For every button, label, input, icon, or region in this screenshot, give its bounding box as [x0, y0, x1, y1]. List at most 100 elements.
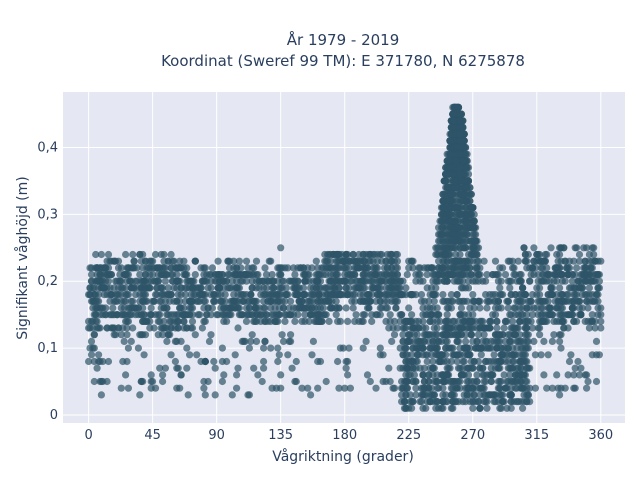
data-point: [262, 311, 271, 319]
data-point: [149, 377, 157, 386]
data-point: [553, 271, 561, 279]
data-point: [597, 324, 605, 332]
data-point: [140, 311, 148, 319]
data-point: [204, 377, 212, 386]
data-point: [429, 271, 437, 279]
data-point: [326, 291, 335, 299]
data-point: [452, 184, 460, 192]
data-point: [274, 357, 282, 366]
data-point: [594, 297, 602, 305]
data-point: [92, 297, 100, 305]
data-point: [137, 277, 145, 285]
data-point: [224, 271, 232, 279]
data-point: [289, 304, 298, 312]
data-point: [466, 324, 474, 332]
data-point: [523, 337, 531, 345]
data-point: [483, 304, 491, 312]
data-point: [344, 291, 352, 299]
data-point: [477, 384, 485, 392]
data-point: [178, 311, 187, 319]
data-point: [341, 271, 349, 279]
data-point: [170, 284, 178, 292]
data-point: [106, 297, 114, 305]
data-point: [504, 357, 512, 366]
data-point: [359, 277, 367, 285]
data-point: [261, 337, 269, 345]
data-point: [520, 371, 528, 379]
data-point: [356, 291, 364, 299]
data-point: [491, 311, 500, 319]
data-point: [173, 311, 181, 319]
data-point: [190, 277, 198, 285]
data-point: [440, 297, 448, 305]
data-point: [234, 364, 242, 372]
data-point: [556, 331, 564, 339]
data-point: [422, 404, 430, 412]
data-point: [500, 324, 508, 332]
data-point: [176, 304, 184, 312]
data-point: [398, 291, 406, 299]
data-point: [453, 351, 461, 359]
data-point: [482, 277, 490, 285]
y-tick-label: 0,2: [37, 274, 58, 289]
data-point: [332, 304, 340, 312]
data-point: [117, 331, 125, 339]
x-tick-label: 270: [460, 428, 485, 443]
data-point: [454, 337, 463, 345]
data-point: [180, 271, 188, 279]
data-point: [446, 137, 454, 145]
data-point: [420, 331, 428, 339]
data-point: [247, 337, 255, 345]
data-point: [194, 311, 202, 319]
data-point: [536, 331, 544, 339]
data-point: [200, 277, 208, 285]
data-point: [557, 291, 565, 299]
data-point: [203, 311, 211, 319]
data-point: [469, 311, 477, 319]
data-point: [447, 357, 455, 366]
data-point: [556, 284, 564, 292]
data-point: [440, 257, 448, 265]
data-point: [177, 337, 185, 345]
data-point: [437, 217, 446, 225]
data-point: [100, 271, 108, 279]
data-point: [553, 371, 561, 379]
data-point: [363, 371, 372, 379]
data-point: [368, 317, 376, 325]
data-point: [503, 344, 511, 352]
data-point: [112, 297, 120, 305]
data-point: [405, 337, 413, 345]
data-point: [211, 271, 219, 279]
data-point: [553, 277, 561, 285]
data-point: [459, 324, 467, 332]
data-point: [335, 384, 343, 392]
x-tick-label: 90: [208, 428, 225, 443]
data-point: [242, 257, 251, 265]
data-point: [380, 277, 389, 285]
data-point: [570, 304, 578, 312]
data-point: [425, 297, 433, 305]
data-point: [180, 264, 188, 272]
data-point: [373, 284, 381, 292]
data-point: [181, 291, 189, 299]
data-point: [221, 297, 229, 305]
data-point: [499, 264, 507, 272]
data-point: [228, 391, 236, 399]
data-point: [295, 297, 303, 305]
data-point: [260, 277, 268, 285]
data-point: [218, 377, 226, 386]
data-point: [447, 297, 455, 305]
data-point: [497, 304, 505, 312]
data-point: [506, 311, 514, 319]
data-point: [163, 337, 171, 345]
data-point: [477, 351, 485, 359]
data-point: [124, 291, 132, 299]
data-point: [242, 317, 251, 325]
data-point: [433, 324, 441, 332]
data-point: [92, 317, 100, 325]
data-point: [265, 291, 273, 299]
data-point: [570, 297, 578, 305]
data-point: [150, 297, 158, 305]
data-point: [230, 297, 238, 305]
data-point: [460, 311, 468, 319]
